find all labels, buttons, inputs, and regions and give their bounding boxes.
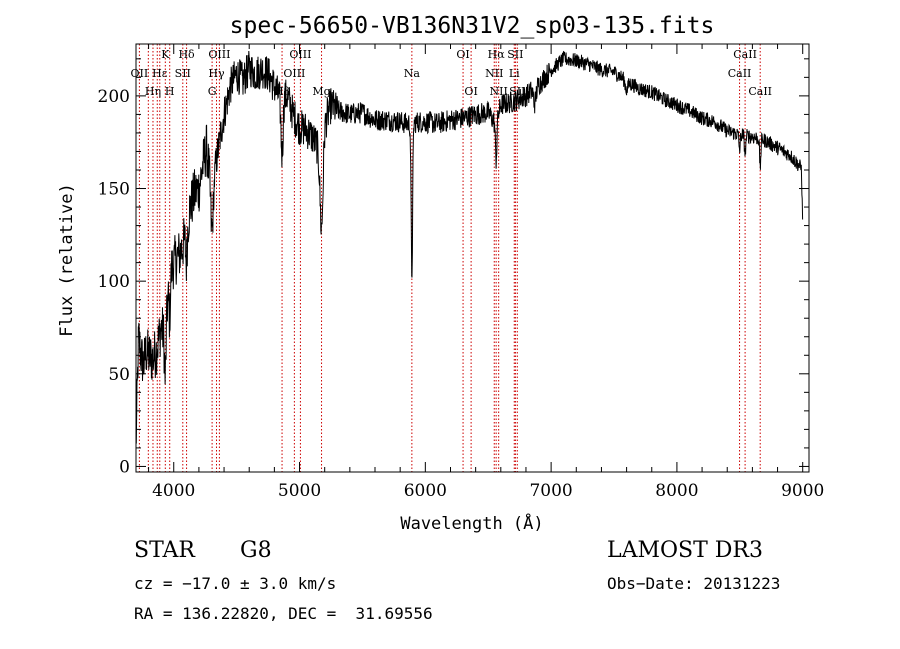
coordinates: RA = 136.22820, DEC = 31.69556	[134, 604, 433, 623]
line-marker-label: Hε	[152, 67, 168, 80]
y-axis-label: Flux (relative)	[57, 183, 77, 337]
line-marker-label: OIII	[283, 67, 305, 80]
x-tick-label: 9000	[781, 481, 824, 501]
plot-frame	[135, 43, 810, 473]
line-marker-label: OIII	[208, 48, 230, 61]
line-marker-label: NII	[490, 85, 508, 98]
redshift-velocity: cz = −17.0 ± 3.0 km/s	[134, 574, 337, 593]
line-marker-label: CaII	[728, 67, 752, 80]
x-tick-label: 4000	[152, 481, 195, 501]
line-marker-label: Hδ	[178, 48, 195, 61]
line-marker-label: OI	[464, 85, 477, 98]
observation-date: Obs−Date: 20131223	[607, 574, 781, 593]
chart-title: spec-56650-VB136N31V2_sp03-135.fits	[230, 13, 715, 39]
line-marker-label: G	[208, 85, 217, 98]
y-tick-label: 0	[119, 457, 130, 477]
line-marker-label: K	[161, 48, 170, 61]
y-tick-label: 100	[98, 272, 130, 292]
line-marker-label: Hη	[145, 85, 161, 98]
line-marker-labels: OIIHηHεKHSIIHδGHγOIIIHβOIIIOIIIMgNaOIOIN…	[131, 48, 772, 98]
line-marker-label: CaII	[748, 85, 772, 98]
object-subclass: G8	[240, 538, 272, 563]
line-marker-label: H	[165, 85, 175, 98]
line-marker-label: Hγ	[208, 67, 225, 80]
line-marker-label: OII	[131, 67, 149, 80]
line-marker-label: SII	[507, 48, 523, 61]
line-marker-label: Li	[509, 67, 520, 80]
x-tick-label: 7000	[529, 481, 572, 501]
line-marker-label: Mg	[312, 85, 330, 98]
y-tick-label: 150	[98, 180, 130, 200]
y-tick-label: 200	[98, 87, 130, 107]
spectrum-line	[135, 50, 804, 444]
x-axis-ticks: 4000 5000 6000 7000 8000 9000	[148, 44, 824, 501]
line-marker-label: OIII	[289, 48, 311, 61]
x-axis-label: Wavelength (Å)	[400, 512, 543, 534]
x-tick-label: 8000	[655, 481, 698, 501]
line-marker-label: Hα	[488, 48, 506, 61]
survey-name: LAMOST DR3	[607, 538, 763, 563]
line-markers	[138, 44, 761, 472]
y-axis-ticks: 0 50 100 150 200	[98, 58, 809, 477]
line-marker-label: SII	[175, 67, 191, 80]
y-tick-label: 50	[108, 365, 130, 385]
line-marker-label: CaII	[733, 48, 757, 61]
line-marker-label: NII	[485, 67, 503, 80]
x-tick-label: 5000	[278, 481, 321, 501]
object-class: STAR	[134, 538, 195, 563]
line-marker-label: Na	[404, 67, 421, 80]
line-marker-label: OI	[456, 48, 469, 61]
x-tick-label: 6000	[404, 481, 447, 501]
